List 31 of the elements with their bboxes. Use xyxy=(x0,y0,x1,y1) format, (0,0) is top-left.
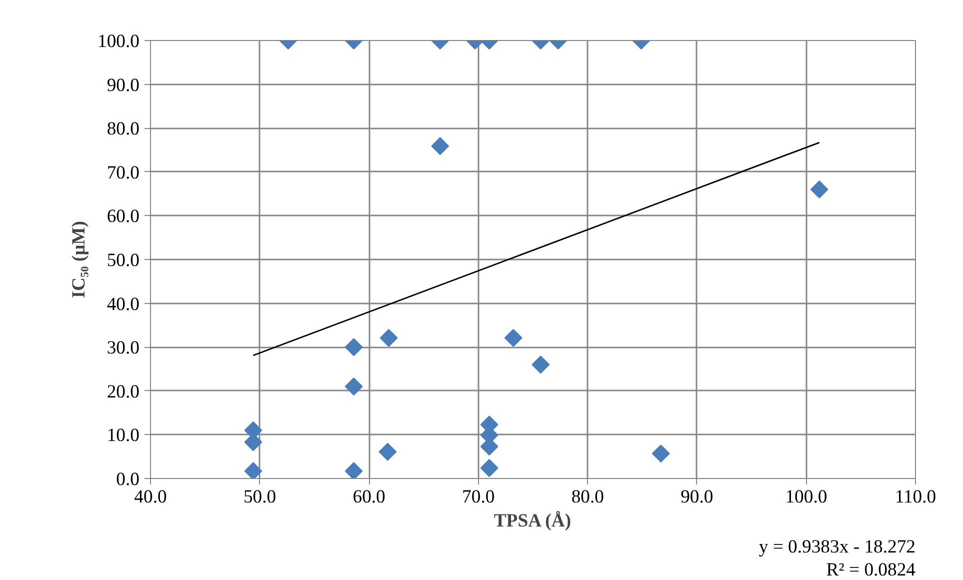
x-axis-title: TPSA (Å) xyxy=(494,510,572,532)
y-tick-label: 30.0 xyxy=(106,338,140,359)
y-tick-label: 40.0 xyxy=(106,294,140,315)
y-tick-label: 100.0 xyxy=(98,31,140,52)
text: y = 0.9383x - 18.272 xyxy=(758,536,916,558)
x-tick-label: 110.0 xyxy=(894,486,936,508)
point xyxy=(344,338,363,356)
x-tick-label: 50.0 xyxy=(243,486,276,508)
y-tick-label: 10.0 xyxy=(106,425,140,446)
point xyxy=(244,462,262,478)
y-tick-label: 60.0 xyxy=(106,206,140,228)
x-tick-label: 60.0 xyxy=(352,486,386,508)
y-tick-label: 70.0 xyxy=(106,162,140,184)
x-tick-label: 90.0 xyxy=(680,486,714,508)
text: R² = 0.0824 xyxy=(826,560,916,580)
x-tick-label: 70.0 xyxy=(462,486,495,508)
point xyxy=(378,442,397,461)
y-tick-label: 20.0 xyxy=(106,381,140,402)
x-tick-label: 100.0 xyxy=(785,486,828,508)
y-tick-label: 90.0 xyxy=(106,74,140,96)
x-tick-label: 80.0 xyxy=(571,486,604,508)
y-axis-title: IC₅₀ (μM) xyxy=(68,220,90,298)
point xyxy=(344,462,363,478)
point xyxy=(504,328,522,347)
point xyxy=(652,444,670,463)
point xyxy=(344,378,363,396)
point xyxy=(480,459,498,477)
y-tick-label: 80.0 xyxy=(106,118,140,140)
y-tick-label: 50.0 xyxy=(106,250,140,271)
point xyxy=(380,328,398,347)
point xyxy=(532,356,550,374)
